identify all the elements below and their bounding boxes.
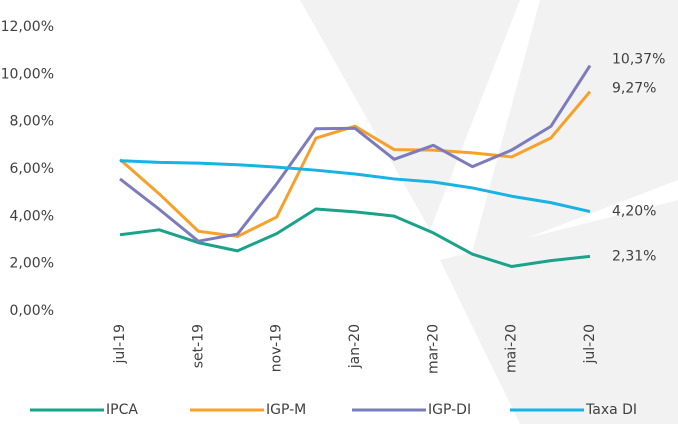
y-tick-label: 10,00%: [1, 66, 54, 82]
watermark-shape: [470, 0, 678, 260]
y-tick-label: 8,00%: [10, 114, 54, 130]
x-tick-label: jul-19: [112, 324, 128, 365]
data-label: 9,27%: [612, 81, 656, 97]
series-line: [119, 64, 592, 243]
x-tick-label: set-19: [190, 324, 206, 368]
x-tick-label: nov-19: [269, 324, 285, 372]
legend-label: Taxa DI: [585, 402, 637, 418]
watermark-shape: [440, 200, 678, 424]
y-tick-label: 12,00%: [1, 19, 54, 35]
watermark: [300, 0, 678, 424]
y-tick-label: 2,00%: [10, 256, 54, 272]
x-tick-label: mar-20: [425, 324, 441, 374]
x-tick-label: mai-20: [504, 324, 520, 373]
y-tick-label: 0,00%: [10, 303, 54, 319]
x-tick-label: jan-20: [347, 324, 363, 369]
legend-label: IGP-M: [266, 402, 306, 418]
data-label: 4,20%: [612, 204, 656, 220]
series-line: [119, 159, 591, 214]
data-label: 10,37%: [612, 52, 665, 68]
legend-label: IGP-DI: [428, 402, 471, 418]
y-tick-label: 6,00%: [10, 161, 54, 177]
x-tick-label: jul-20: [582, 324, 598, 365]
series-line: [119, 90, 592, 238]
legend-label: IPCA: [106, 402, 138, 418]
data-label: 2,31%: [612, 248, 656, 264]
watermark-shape: [300, 0, 520, 230]
y-tick-label: 4,00%: [10, 208, 54, 224]
